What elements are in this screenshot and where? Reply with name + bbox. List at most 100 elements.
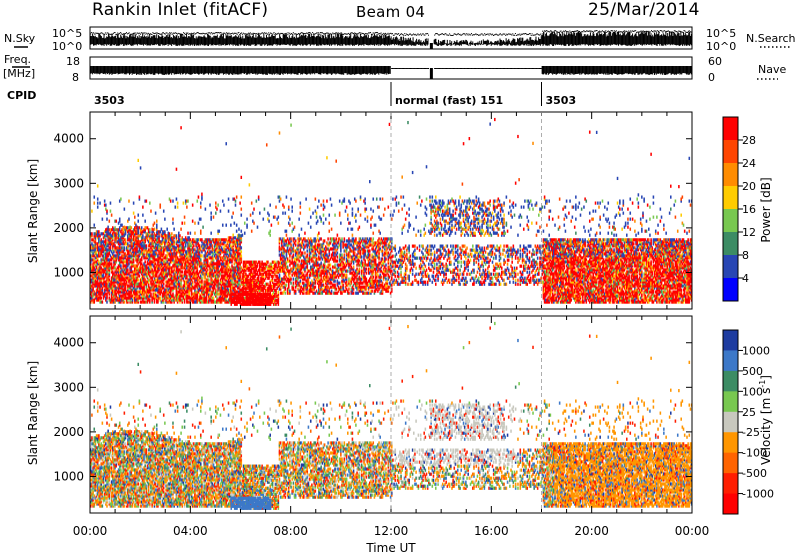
search-noise-sample (294, 33, 296, 35)
power-echo (133, 292, 136, 296)
search-noise-sample (285, 32, 287, 34)
power-echo (145, 284, 148, 288)
frequency-sample (445, 68, 447, 69)
nsearch-label: N.Search (746, 32, 796, 45)
search-noise-sample (170, 32, 172, 34)
power-echo (211, 272, 214, 276)
power-echo (125, 242, 128, 246)
frequency-sample (528, 68, 530, 69)
power-echo (199, 298, 202, 302)
power-echo (168, 286, 171, 290)
power-echo (153, 221, 156, 225)
power-echo (154, 250, 157, 254)
frequency-sample (503, 68, 505, 69)
power-echo (108, 272, 111, 276)
power-echo (111, 254, 114, 258)
power-echo (177, 294, 180, 298)
power-echo (179, 272, 181, 276)
power-echo (206, 238, 209, 242)
power-echo (194, 231, 196, 235)
power-echo (111, 232, 114, 236)
power-echo (203, 284, 206, 288)
power-echo (161, 264, 164, 268)
power-echo (213, 244, 216, 248)
power-echo (117, 298, 120, 302)
search-noise-sample (492, 33, 494, 35)
search-noise-sample (343, 33, 345, 35)
power-echo (102, 250, 105, 254)
search-noise-sample (154, 33, 156, 35)
power-echo (118, 286, 121, 290)
search-noise-sample (263, 32, 265, 34)
power-echo (96, 276, 99, 280)
power-echo (201, 290, 203, 294)
power-echo (212, 258, 215, 262)
power-echo (143, 286, 145, 290)
search-noise-sample (499, 33, 501, 35)
power-echo (122, 270, 124, 274)
search-noise-sample (380, 32, 382, 34)
power-echo (115, 268, 118, 272)
search-noise-sample (691, 31, 693, 33)
power-echo (155, 298, 158, 302)
power-echo (98, 230, 100, 234)
power-echo (133, 244, 136, 248)
frequency-sample (423, 68, 425, 69)
power-echo (105, 268, 107, 272)
power-echo (95, 296, 98, 300)
search-noise-sample (393, 34, 395, 36)
power-echo (211, 248, 214, 252)
power-echo (109, 244, 112, 248)
search-noise-sample (402, 34, 404, 36)
power-echo (147, 254, 150, 258)
power-echo (143, 262, 145, 266)
power-echo (142, 254, 144, 258)
power-echo (94, 250, 97, 254)
power-echo (205, 240, 208, 244)
power-echo (130, 230, 133, 234)
power-echo (193, 294, 195, 298)
power-echo (216, 238, 218, 242)
power-echo (99, 280, 101, 284)
search-noise-sample (120, 32, 122, 34)
power-echo (216, 260, 218, 264)
power-echo (164, 274, 166, 278)
search-noise-sample (146, 32, 148, 34)
power-echo (211, 262, 214, 266)
power-echo (197, 298, 200, 302)
power-echo (95, 230, 98, 234)
power-echo (169, 272, 172, 276)
power-echo (150, 236, 152, 240)
search-noise-sample (511, 34, 513, 36)
power-echo (211, 298, 214, 302)
power-echo (158, 288, 160, 292)
power-echo (143, 284, 145, 288)
search-noise-sample (297, 33, 299, 35)
power-echo (145, 254, 148, 258)
power-echo (111, 298, 114, 302)
power-echo (115, 278, 118, 282)
power-echo (127, 236, 129, 240)
search-noise-sample (149, 33, 151, 35)
power-echo (145, 280, 148, 284)
power-echo (93, 276, 96, 280)
power-echo (161, 258, 164, 262)
power-echo (98, 248, 100, 252)
power-echo (211, 280, 214, 284)
power-echo (94, 246, 97, 250)
search-noise-sample (636, 31, 638, 33)
power-echo (109, 234, 112, 238)
power-echo (127, 230, 129, 234)
power-echo (161, 262, 164, 266)
search-noise-sample (525, 33, 527, 35)
power-echo (208, 264, 210, 268)
search-noise-sample (334, 33, 336, 35)
power-echo (144, 278, 146, 282)
power-echo (172, 240, 174, 244)
search-noise-sample (656, 31, 658, 33)
power-echo (132, 258, 135, 262)
power-echo (142, 244, 144, 248)
power-echo (199, 264, 202, 268)
power-echo (140, 276, 143, 280)
frequency-sample (491, 68, 493, 69)
